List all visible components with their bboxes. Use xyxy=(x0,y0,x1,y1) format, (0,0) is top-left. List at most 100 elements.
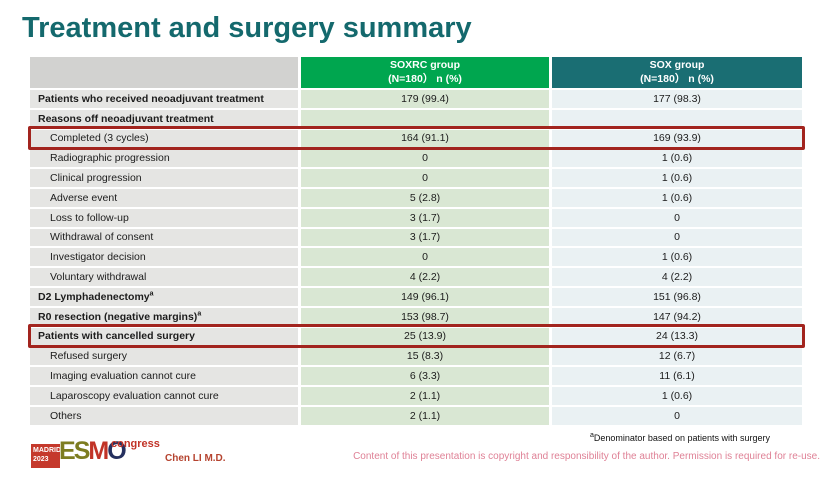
footnote-superscript: a xyxy=(589,432,594,439)
soxrc-group-name: SOXRC group xyxy=(390,58,460,71)
table-row: Adverse event 5 (2.8) 1 (0.6) xyxy=(30,188,802,207)
row-label: Radiographic progression xyxy=(50,152,170,165)
row-value-sox: 177 (98.3) xyxy=(552,90,802,108)
table-row: Voluntary withdrawal 4 (2.2) 4 (2.2) xyxy=(30,268,802,286)
row-label: Reasons off neoadjuvant treatment xyxy=(38,112,214,125)
table-row: Laparoscopy evaluation cannot cure 2 (1.… xyxy=(30,386,802,405)
row-label-cell: Completed (3 cycles) xyxy=(30,129,298,148)
row-value-soxrc: 3 (1.7) xyxy=(301,228,549,247)
row-label-cell: Radiographic progression xyxy=(30,149,298,168)
row-value-sox xyxy=(552,109,802,128)
table-footnote: aDenominator based on patients with surg… xyxy=(589,432,770,443)
copyright-notice: Content of this presentation is copyrigh… xyxy=(353,451,820,462)
table-row: Investigator decision 0 1 (0.6) xyxy=(30,248,802,267)
row-label: R0 resection (negative margins)a xyxy=(38,310,202,323)
logo-city: MADRID xyxy=(33,447,61,454)
header-label-cell xyxy=(30,57,298,88)
logo-year: 2023 xyxy=(33,456,49,464)
esmo-letter: M xyxy=(88,437,109,465)
row-value-soxrc: 15 (8.3) xyxy=(301,347,549,366)
row-value-sox: 1 (0.6) xyxy=(552,188,802,207)
row-value-sox: 1 (0.6) xyxy=(552,386,802,405)
row-label-cell: Imaging evaluation cannot cure xyxy=(30,367,298,385)
row-value-soxrc: 2 (1.1) xyxy=(301,406,549,425)
esmo-letter: E xyxy=(59,437,76,465)
row-label: Laparoscopy evaluation cannot cure xyxy=(50,389,219,402)
row-value-sox: 151 (96.8) xyxy=(552,287,802,306)
row-label-cell: Loss to follow-up xyxy=(30,208,298,227)
row-value-soxrc: 149 (96.1) xyxy=(301,287,549,306)
row-label-cell: R0 resection (negative margins)a xyxy=(30,307,298,326)
row-label: Loss to follow-up xyxy=(50,211,129,224)
row-label: Completed (3 cycles) xyxy=(50,132,149,145)
row-value-soxrc: 25 (13.9) xyxy=(301,327,549,346)
row-label-cell: Patients who received neoadjuvant treatm… xyxy=(30,90,298,108)
row-label-cell: D2 Lymphadenectomya xyxy=(30,287,298,306)
row-label-cell: Refused surgery xyxy=(30,347,298,366)
summary-table: SOXRC group (N=180） n (%) SOX group (N=1… xyxy=(28,57,805,425)
row-label: Voluntary withdrawal xyxy=(50,271,147,284)
row-value-soxrc: 153 (98.7) xyxy=(301,307,549,326)
row-value-soxrc: 0 xyxy=(301,149,549,168)
row-value-soxrc: 6 (3.3) xyxy=(301,367,549,385)
esmo-letter: S xyxy=(73,437,91,465)
row-label-cell: Adverse event xyxy=(30,188,298,207)
row-label-cell: Others xyxy=(30,406,298,425)
slide-title: Treatment and surgery summary xyxy=(22,12,472,44)
row-label: D2 Lymphadenectomya xyxy=(38,290,154,303)
row-label: Clinical progression xyxy=(50,172,142,185)
row-label: Patients with cancelled surgery xyxy=(38,330,195,343)
author-credit: Chen LI M.D. xyxy=(165,453,226,464)
row-label: Others xyxy=(50,409,82,422)
row-value-sox: 0 xyxy=(552,228,802,247)
row-label: Withdrawal of consent xyxy=(50,231,154,244)
table-row: Others 2 (1.1) 0 xyxy=(30,406,802,425)
row-value-sox: 147 (94.2) xyxy=(552,307,802,326)
row-value-sox: 0 xyxy=(552,208,802,227)
table-row: Radiographic progression 0 1 (0.6) xyxy=(30,149,802,168)
row-value-sox: 0 xyxy=(552,406,802,425)
row-label: Investigator decision xyxy=(50,251,146,264)
esmo-letter: O xyxy=(107,437,127,465)
esmo-wordmark: ESMO xyxy=(59,437,127,466)
table-row: Clinical progression 0 1 (0.6) xyxy=(30,169,802,187)
row-label-cell: Clinical progression xyxy=(30,169,298,187)
table-row: Reasons off neoadjuvant treatment xyxy=(30,109,802,128)
esmo-congress-logo: MADRID 2023 ESMO congress xyxy=(31,437,201,473)
row-label: Refused surgery xyxy=(50,350,128,363)
row-value-soxrc xyxy=(301,109,549,128)
row-value-soxrc: 164 (91.1) xyxy=(301,129,549,148)
row-label: Imaging evaluation cannot cure xyxy=(50,370,196,383)
header-sox-group: SOX group (N=180） n (%) xyxy=(552,57,802,88)
table-row: Patients with cancelled surgery 25 (13.9… xyxy=(28,323,805,349)
row-value-sox: 1 (0.6) xyxy=(552,169,802,187)
row-value-sox: 4 (2.2) xyxy=(552,268,802,286)
table-row: Completed (3 cycles) 164 (91.1) 169 (93.… xyxy=(28,125,805,151)
table-row: Loss to follow-up 3 (1.7) 0 xyxy=(30,208,802,227)
row-value-sox: 1 (0.6) xyxy=(552,149,802,168)
footnote-text: Denominator based on patients with surge… xyxy=(593,433,770,443)
table-row: D2 Lymphadenectomya 149 (96.1) 151 (96.8… xyxy=(30,287,802,306)
row-value-soxrc: 3 (1.7) xyxy=(301,208,549,227)
row-label-cell: Patients with cancelled surgery xyxy=(30,327,298,346)
row-label: Patients who received neoadjuvant treatm… xyxy=(38,92,264,105)
row-value-soxrc: 4 (2.2) xyxy=(301,268,549,286)
row-value-soxrc: 0 xyxy=(301,169,549,187)
row-label-cell: Investigator decision xyxy=(30,248,298,267)
row-label-cell: Reasons off neoadjuvant treatment xyxy=(30,109,298,128)
header-soxrc-group: SOXRC group (N=180） n (%) xyxy=(301,57,549,88)
sox-group-name: SOX group xyxy=(649,58,705,71)
row-label-cell: Laparoscopy evaluation cannot cure xyxy=(30,386,298,405)
row-value-soxrc: 0 xyxy=(301,248,549,267)
row-value-sox: 24 (13.3) xyxy=(552,327,802,346)
table-row: Refused surgery 15 (8.3) 12 (6.7) xyxy=(30,347,802,366)
table-row: Patients who received neoadjuvant treatm… xyxy=(30,90,802,108)
table-body: Patients who received neoadjuvant treatm… xyxy=(28,90,805,425)
madrid-2023-badge: MADRID 2023 xyxy=(31,444,61,468)
congress-label: congress xyxy=(111,438,160,450)
sox-group-n: (N=180） n (%) xyxy=(640,72,714,85)
soxrc-group-n: (N=180） n (%) xyxy=(388,72,462,85)
table-row: Imaging evaluation cannot cure 6 (3.3) 1… xyxy=(30,367,802,385)
row-value-soxrc: 179 (99.4) xyxy=(301,90,549,108)
row-value-sox: 11 (6.1) xyxy=(552,367,802,385)
